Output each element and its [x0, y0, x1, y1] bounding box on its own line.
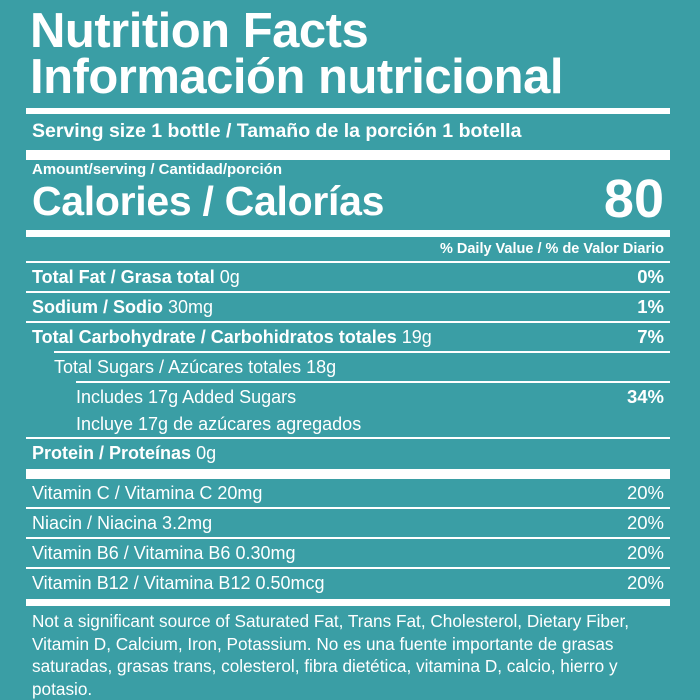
divider — [26, 108, 670, 114]
nutrient-row-total-fat: Total Fat / Grasa total 0g 0% — [26, 263, 670, 291]
amount-per-serving: Amount/serving / Cantidad/porción — [32, 161, 283, 178]
calories-label: Calories / Calorías — [32, 178, 385, 224]
divider-thick — [26, 469, 670, 479]
nutrient-row-total-sugars: Total Sugars / Azúcares totales 18g — [26, 353, 670, 381]
nutrient-amount: 30mg — [168, 296, 214, 317]
nutrient-row-sodium: Sodium / Sodio 30mg 1% — [26, 293, 670, 321]
calories-row: Calories / Calorías 80 — [32, 169, 664, 229]
divider-heavy — [26, 230, 670, 237]
nutrient-dv: 34% — [626, 386, 664, 407]
nutrient-label: Total Sugars / Azúcares totales 18g — [54, 356, 337, 377]
nutrient-amount: 19g — [401, 326, 432, 347]
nutrient-amount: 0g — [196, 442, 217, 463]
footnote: Not a significant source of Saturated Fa… — [32, 611, 630, 699]
nutrient-row-protein: Protein / Proteínas 0g — [26, 439, 670, 467]
vitamin-row-b12: Vitamin B12 / Vitamina B12 0.50mcg 20% — [26, 569, 670, 597]
nutrient-row-total-carb: Total Carbohydrate / Carbohidratos total… — [26, 323, 670, 351]
nutrient-label: Protein / Proteínas — [32, 442, 192, 463]
nutrient-dv: 7% — [637, 326, 664, 347]
nutrient-label: Total Fat / Grasa total — [32, 266, 215, 287]
nutrient-label: Incluye 17g de azúcares agregados — [76, 413, 362, 434]
nutrition-panel: Nutrition Facts Información nutricional … — [26, 4, 670, 700]
vitamin-row-c: Vitamin C / Vitamina C 20mg 20% — [26, 479, 670, 507]
divider — [26, 567, 670, 569]
vitamin-label: Niacin / Niacina 3.2mg — [32, 512, 213, 533]
nutrient-label: Sodium / Sodio — [32, 296, 163, 317]
vitamin-dv: 20% — [626, 572, 664, 593]
daily-value-header: % Daily Value / % de Valor Diario — [439, 241, 664, 257]
title-english: Nutrition Facts — [30, 4, 369, 58]
vitamin-dv: 20% — [626, 542, 664, 563]
serving-size: Serving size 1 bottle / Tamaño de la por… — [32, 120, 522, 142]
nutrient-amount: 0g — [219, 266, 240, 287]
divider — [26, 321, 670, 323]
vitamin-label: Vitamin C / Vitamina C 20mg — [32, 482, 263, 503]
nutrient-row-added-sugars-es: Incluye 17g de azúcares agregados — [26, 411, 670, 437]
vitamin-label: Vitamin B12 / Vitamina B12 0.50mcg — [32, 572, 325, 593]
divider — [26, 437, 670, 439]
vitamin-dv: 20% — [626, 512, 664, 533]
nutrient-row-added-sugars-en: Includes 17g Added Sugars 34% — [26, 383, 670, 411]
divider — [76, 381, 670, 383]
divider — [26, 261, 670, 263]
nutrient-dv: 1% — [637, 296, 664, 317]
divider-thick — [26, 150, 670, 160]
vitamin-row-b6: Vitamin B6 / Vitamina B6 0.30mg 20% — [26, 539, 670, 567]
vitamin-label: Vitamin B6 / Vitamina B6 0.30mg — [32, 542, 296, 563]
nutrient-label: Total Carbohydrate / Carbohidratos total… — [32, 326, 397, 347]
calories-value: 80 — [603, 169, 664, 229]
vitamin-dv: 20% — [626, 482, 664, 503]
vitamin-row-niacin: Niacin / Niacina 3.2mg 20% — [26, 509, 670, 537]
divider-heavy — [26, 599, 670, 606]
nutrient-label: Includes 17g Added Sugars — [76, 386, 297, 407]
title-spanish: Información nutricional — [30, 50, 563, 104]
divider — [26, 537, 670, 539]
nutrient-dv: 0% — [637, 266, 664, 287]
divider — [26, 291, 670, 293]
divider — [54, 351, 670, 353]
divider — [26, 507, 670, 509]
